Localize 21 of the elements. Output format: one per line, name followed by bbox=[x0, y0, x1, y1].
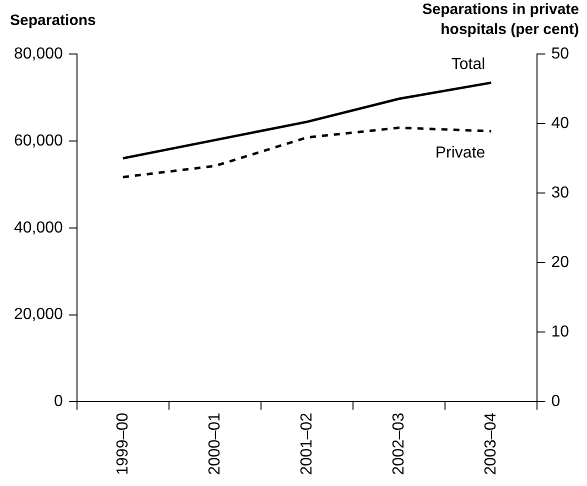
y2-tick-label: 50 bbox=[551, 45, 570, 62]
y-tick-label: 60,000 bbox=[14, 132, 64, 150]
x-tick-label: 2000–01 bbox=[206, 412, 224, 476]
x-tick-label: 1999–00 bbox=[114, 412, 132, 476]
y2-axis-title: Separations in private hospitals (per cent) bbox=[421, 0, 579, 40]
y2-tick-label: 10 bbox=[551, 324, 570, 341]
series-label: Total bbox=[451, 56, 486, 74]
x-tick-label: 2002–03 bbox=[390, 412, 408, 476]
y-tick-label: 40,000 bbox=[14, 219, 64, 236]
line-series bbox=[122, 126, 492, 178]
y-axis-title: Separations bbox=[10, 12, 96, 29]
y2-tick-label: 0 bbox=[551, 393, 560, 410]
y-tick-label: 0 bbox=[54, 393, 64, 410]
y2-tick-label: 20 bbox=[551, 254, 570, 272]
y2-tick-label: 40 bbox=[551, 114, 570, 132]
y-tick-label: 80,000 bbox=[14, 45, 64, 62]
y2-tick-label: 30 bbox=[551, 184, 570, 202]
series-label: Private bbox=[435, 144, 486, 162]
y-tick-label: 20,000 bbox=[14, 306, 64, 324]
x-tick-label: 2003–04 bbox=[482, 412, 500, 476]
x-tick-label: 2001–02 bbox=[298, 412, 316, 476]
